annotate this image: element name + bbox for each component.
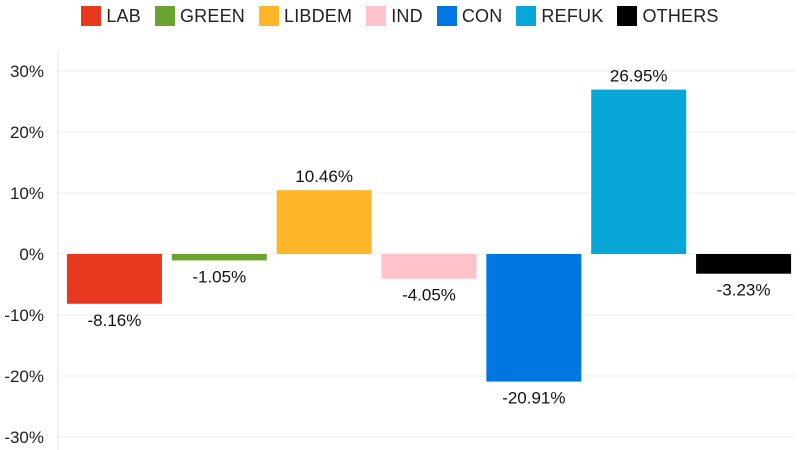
data-label-lab: -8.16% (87, 311, 141, 330)
legend-label-lab: LAB (106, 5, 141, 26)
legend-item-lab[interactable]: LAB (81, 6, 141, 27)
bar-lab[interactable] (66, 254, 162, 304)
legend-label-refuk: REFUK (541, 5, 604, 26)
legend-swatch-refuk (516, 6, 537, 26)
legend-item-others[interactable]: OTHERS (617, 6, 718, 27)
y-tick-label: -30% (4, 428, 44, 447)
bar-refuk[interactable] (591, 89, 687, 254)
y-tick-label: 0% (19, 245, 44, 264)
bar-con[interactable] (486, 254, 582, 382)
bar-others[interactable] (696, 254, 792, 274)
legend-swatch-others (617, 6, 638, 26)
legend-item-green[interactable]: GREEN (154, 5, 245, 27)
legend-swatch-con (436, 6, 457, 26)
legend-swatch-libdem (258, 6, 279, 26)
y-tick-label: 10% (10, 184, 44, 203)
legend-swatch-lab (81, 6, 102, 26)
bar-green[interactable] (171, 254, 267, 261)
legend-item-libdem[interactable]: LIBDEM (258, 5, 353, 27)
chart-legend: LAB GREEN LIBDEM IND CON REFUK OTHERS (0, 4, 800, 28)
y-tick-label: 30% (10, 62, 44, 81)
legend-item-ind[interactable]: IND (366, 6, 423, 27)
legend-swatch-green (154, 6, 175, 26)
y-tick-label: -10% (4, 306, 44, 325)
bars (66, 89, 792, 382)
data-label-ind: -4.05% (402, 286, 456, 305)
y-axis: 30% 20% 10% 0% -10% -20% -30% (4, 62, 44, 447)
legend-item-refuk[interactable]: REFUK (516, 6, 603, 27)
y-tick-label: 20% (10, 123, 44, 142)
data-label-libdem: 10.46% (295, 167, 353, 186)
data-label-others: -3.23% (717, 281, 771, 300)
legend-item-con[interactable]: CON (436, 5, 503, 27)
bar-ind[interactable] (381, 254, 477, 279)
bar-libdem[interactable] (276, 190, 372, 254)
y-tick-label: -20% (4, 367, 44, 386)
legend-label-libdem: LIBDEM (283, 5, 353, 26)
legend-label-green: GREEN (179, 5, 245, 26)
legend-label-ind: IND (391, 5, 423, 26)
data-label-refuk: 26.95% (610, 67, 668, 86)
legend-swatch-ind (366, 6, 387, 26)
legend-label-others: OTHERS (642, 5, 719, 26)
data-label-con: -20.91% (502, 389, 565, 408)
data-labels: -8.16% -1.05% 10.46% -4.05% -20.91% 26.95% -3.… (87, 67, 770, 408)
legend-label-con: CON (461, 5, 503, 26)
data-label-green: -1.05% (192, 267, 246, 286)
